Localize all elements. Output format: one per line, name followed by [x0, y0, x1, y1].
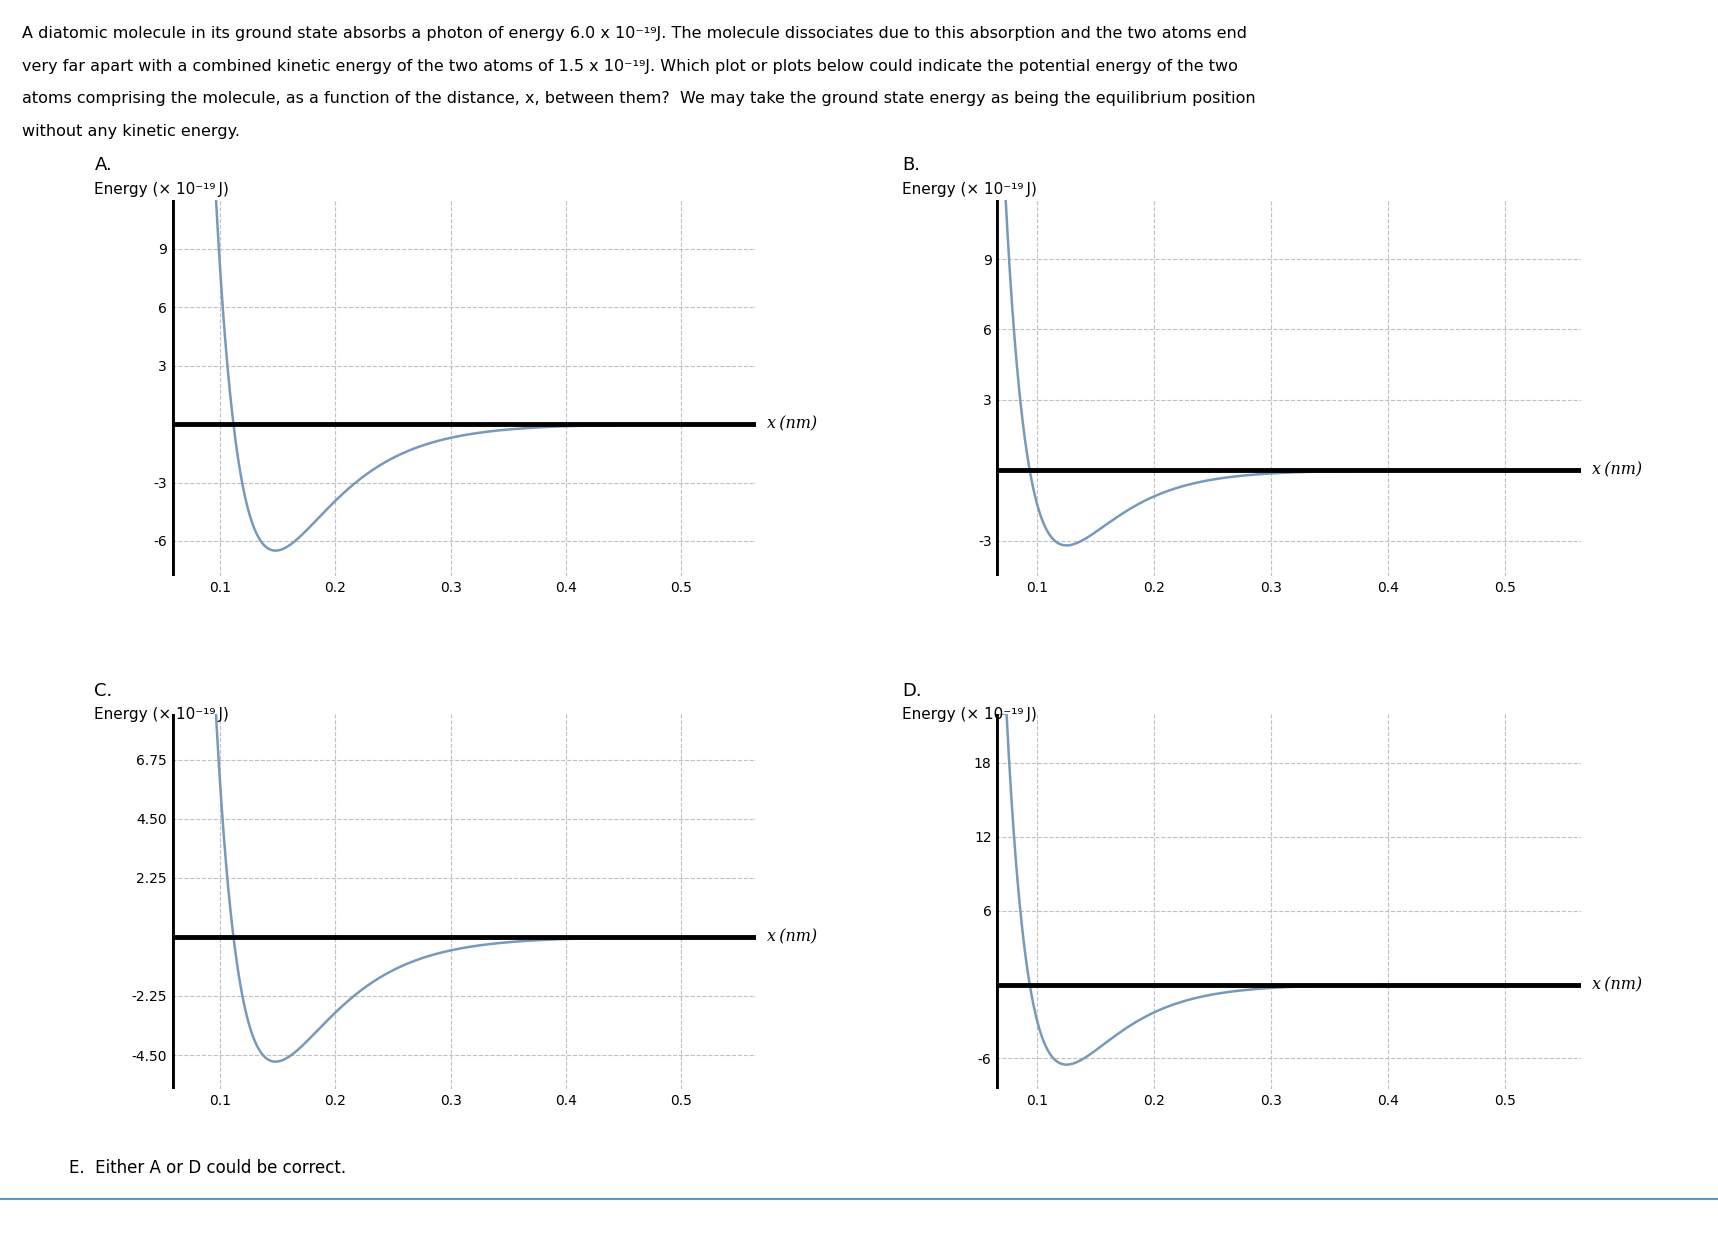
Text: x (nm): x (nm) — [1593, 462, 1642, 478]
Text: Energy (× 10⁻¹⁹ J): Energy (× 10⁻¹⁹ J) — [902, 182, 1038, 197]
Text: x (nm): x (nm) — [768, 416, 818, 433]
Text: Energy (× 10⁻¹⁹ J): Energy (× 10⁻¹⁹ J) — [902, 707, 1038, 722]
Text: B.: B. — [902, 156, 919, 174]
Text: Energy (× 10⁻¹⁹ J): Energy (× 10⁻¹⁹ J) — [94, 707, 230, 722]
Text: A.: A. — [94, 156, 112, 174]
Text: C.: C. — [94, 682, 113, 700]
Text: atoms comprising the molecule, as a function of the distance, x, between them?  : atoms comprising the molecule, as a func… — [22, 91, 1256, 106]
Text: D.: D. — [902, 682, 921, 700]
Text: x (nm): x (nm) — [1593, 977, 1642, 993]
Text: without any kinetic energy.: without any kinetic energy. — [22, 124, 241, 139]
Text: Energy (× 10⁻¹⁹ J): Energy (× 10⁻¹⁹ J) — [94, 182, 230, 197]
Text: very far apart with a combined kinetic energy of the two atoms of 1.5 x 10⁻¹⁹J. : very far apart with a combined kinetic e… — [22, 59, 1239, 74]
Text: A diatomic molecule in its ground state absorbs a photon of energy 6.0 x 10⁻¹⁹J.: A diatomic molecule in its ground state … — [22, 26, 1247, 41]
Text: E.  Either A or D could be correct.: E. Either A or D could be correct. — [69, 1159, 345, 1177]
Text: x (nm): x (nm) — [768, 929, 818, 945]
